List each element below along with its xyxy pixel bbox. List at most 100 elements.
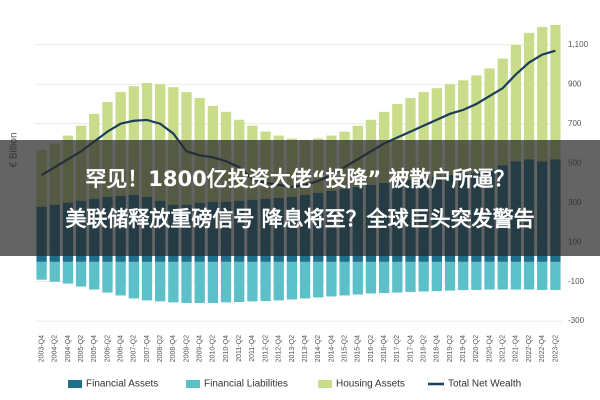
x-tick-label: 2010-Q4 xyxy=(223,335,230,362)
bar xyxy=(550,25,561,160)
x-tick-label: 2019-Q4 xyxy=(460,335,467,362)
bar xyxy=(36,261,47,280)
bar xyxy=(181,261,192,303)
x-tick-label: 2004-Q4 xyxy=(65,335,72,362)
bar xyxy=(128,261,139,299)
x-tick-label: 2012-Q2 xyxy=(262,335,269,362)
bar xyxy=(444,261,456,291)
bar xyxy=(458,80,469,175)
x-tick-label: 2012-Q4 xyxy=(276,335,283,362)
x-tick-label: 2013-Q4 xyxy=(302,335,309,362)
bar xyxy=(62,261,74,284)
bar xyxy=(378,261,390,294)
bar xyxy=(484,68,495,170)
x-tick-label: 2011-Q2 xyxy=(236,335,243,362)
bar xyxy=(471,261,482,290)
bar xyxy=(418,261,429,292)
y-tick-label: 700 xyxy=(568,119,582,128)
bar xyxy=(260,261,271,301)
headline-text: 美联储释放重磅信号 降息将至？全球巨头突发警告 xyxy=(65,207,534,231)
legend-label: Financial Liabilities xyxy=(204,379,288,390)
x-tick-label: 2010-Q2 xyxy=(210,335,217,362)
x-tick-label: 2014-Q2 xyxy=(315,335,322,362)
x-tick-label: 2022-Q4 xyxy=(539,335,546,362)
bar xyxy=(523,261,535,290)
x-tick-label: 2003-Q4 xyxy=(38,335,45,362)
bar xyxy=(484,261,495,290)
bar xyxy=(405,98,416,180)
bar xyxy=(49,261,60,282)
bar xyxy=(392,261,403,293)
x-tick-label: 2004-Q2 xyxy=(52,335,59,362)
x-tick-label: 2017-Q4 xyxy=(407,335,414,362)
bar xyxy=(286,261,298,300)
bar xyxy=(89,261,100,290)
x-tick-label: 2006-Q2 xyxy=(104,335,111,362)
legend-swatch xyxy=(318,380,332,388)
bar xyxy=(431,261,442,292)
bar xyxy=(537,261,548,290)
bar xyxy=(75,261,87,287)
x-tick-label: 2008-Q4 xyxy=(170,335,177,362)
bar xyxy=(537,26,548,162)
bar xyxy=(155,261,166,302)
x-tick-label: 2021-Q4 xyxy=(513,335,520,362)
legend-label: Housing Assets xyxy=(336,379,405,390)
bar xyxy=(471,75,482,174)
y-tick-label: -100 xyxy=(568,277,585,286)
legend-swatch xyxy=(186,380,200,388)
bar xyxy=(405,261,416,292)
bar xyxy=(115,261,126,296)
legend-swatch xyxy=(68,380,82,388)
y-tick-label: -300 xyxy=(568,316,585,325)
headline-text: 罕见！1800亿投资大佬“投降” 被散户所逼？ xyxy=(85,167,514,191)
x-tick-label: 2015-Q2 xyxy=(341,335,348,362)
x-tick-label: 2021-Q2 xyxy=(500,335,507,362)
x-tick-label: 2006-Q4 xyxy=(117,335,124,362)
bar xyxy=(365,261,377,294)
x-tick-label: 2020-Q2 xyxy=(473,335,480,362)
x-tick-label: 2017-Q2 xyxy=(394,335,401,362)
bar xyxy=(299,261,311,299)
x-tick-label: 2023-Q2 xyxy=(552,335,559,362)
x-tick-label: 2016-Q2 xyxy=(368,335,375,362)
legend-label: Financial Assets xyxy=(86,379,158,390)
bar xyxy=(510,44,522,162)
bar xyxy=(313,261,324,298)
bar xyxy=(220,261,232,303)
x-tick-label: 2018-Q2 xyxy=(421,335,428,362)
x-tick-label: 2007-Q2 xyxy=(131,335,138,362)
x-tick-label: 2011-Q4 xyxy=(249,335,256,362)
bar xyxy=(339,261,350,296)
x-tick-label: 2015-Q4 xyxy=(355,335,362,362)
x-tick-label: 2022-Q2 xyxy=(526,335,533,362)
x-tick-label: 2014-Q4 xyxy=(328,335,335,362)
y-tick-label: 900 xyxy=(568,79,582,88)
bar xyxy=(523,32,535,160)
legend-label: Total Net Wealth xyxy=(448,379,521,390)
x-tick-label: 2008-Q2 xyxy=(157,335,164,362)
bar xyxy=(247,261,258,302)
bar xyxy=(326,261,337,297)
bar xyxy=(102,261,113,293)
x-tick-label: 2013-Q2 xyxy=(289,335,296,362)
bar xyxy=(194,261,205,303)
bar xyxy=(510,261,522,290)
y-tick-label: 1,100 xyxy=(568,40,589,49)
bar xyxy=(141,261,153,301)
bar xyxy=(207,261,219,303)
x-tick-label: 2016-Q4 xyxy=(381,335,388,362)
bar xyxy=(458,261,469,291)
bar xyxy=(234,261,245,302)
x-tick-label: 2009-Q2 xyxy=(183,335,190,362)
bar xyxy=(418,92,429,179)
x-tick-label: 2020-Q4 xyxy=(486,335,493,362)
x-tick-label: 2019-Q2 xyxy=(447,335,454,362)
bar xyxy=(497,58,508,166)
bar xyxy=(168,261,179,303)
headline-banner xyxy=(0,140,600,256)
bar xyxy=(431,88,442,178)
bar xyxy=(497,261,508,290)
x-tick-label: 2007-Q4 xyxy=(144,335,151,362)
